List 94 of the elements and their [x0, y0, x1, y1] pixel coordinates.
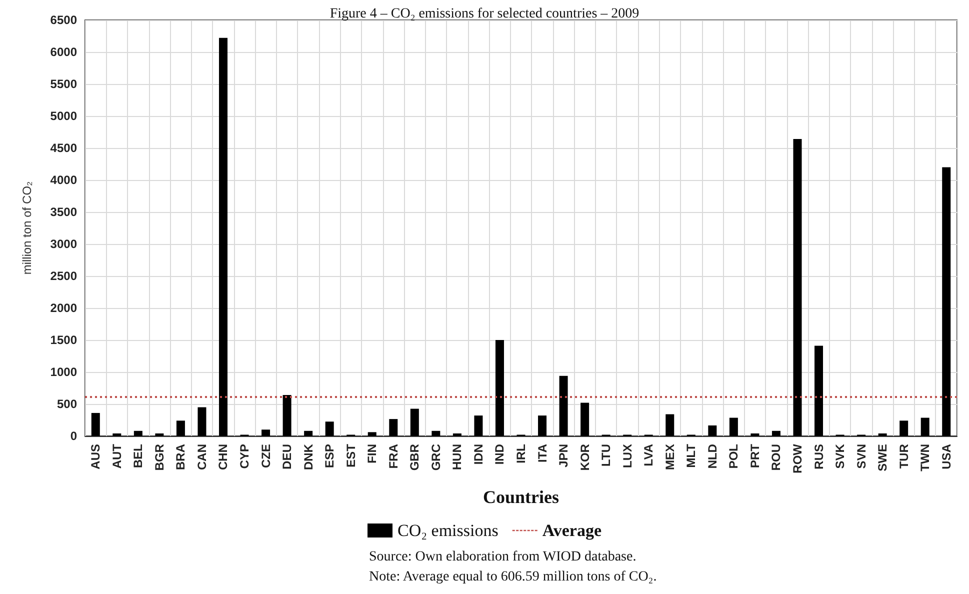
- x-tick-label: GBR: [408, 444, 422, 471]
- bar: [368, 432, 376, 436]
- bar: [814, 346, 824, 436]
- bar: [729, 418, 738, 436]
- x-axis-title: Countries: [483, 487, 559, 507]
- y-tick-label: 2000: [50, 301, 78, 315]
- x-tick-label: HUN: [450, 444, 464, 470]
- bar: [304, 430, 313, 436]
- bar: [452, 433, 462, 436]
- x-tick-label: SVK: [833, 444, 848, 469]
- x-tick-label: FIN: [365, 444, 380, 464]
- bar: [878, 433, 887, 436]
- bar: [495, 340, 504, 436]
- y-tick-label: 500: [56, 397, 78, 411]
- x-tick-label: LTU: [599, 444, 614, 466]
- bar: [580, 402, 590, 436]
- y-tick-label: 0: [70, 429, 78, 443]
- bar: [432, 430, 440, 436]
- bar: [134, 430, 142, 436]
- bar: [262, 430, 270, 436]
- x-tick-label: ROU: [769, 444, 784, 471]
- bar: [155, 433, 164, 436]
- y-tick-label: 6000: [50, 45, 78, 59]
- x-tick-label: AUT: [110, 443, 124, 469]
- x-tick-label: CHN: [216, 444, 230, 470]
- x-tick-label: IRL: [514, 444, 528, 464]
- x-tick-label: USA: [939, 444, 954, 470]
- bar: [772, 430, 780, 436]
- y-tick-label: 3500: [50, 205, 78, 219]
- text: Note: Average equal to 606.59 million tons of CO₂.: [369, 570, 657, 584]
- bar: [538, 416, 547, 436]
- x-tick-label: NLD: [705, 444, 720, 469]
- x-tick-label: CZE: [258, 444, 273, 468]
- y-tick-label: 4000: [50, 173, 78, 187]
- chart-title: Figure 4 – CO₂ emissions for selected countries – 2009: [330, 6, 640, 22]
- bar: [218, 38, 228, 436]
- y-tick-label: 5500: [50, 77, 78, 91]
- bar: [325, 422, 334, 436]
- bar: [91, 412, 100, 436]
- bar: [112, 433, 122, 436]
- x-tick-label: JPN: [556, 444, 571, 468]
- y-tick-label: 3000: [50, 237, 78, 251]
- bar: [666, 414, 674, 436]
- legend-label: CO₂ emissions: [397, 521, 498, 540]
- x-tick-label: RUS: [812, 444, 826, 470]
- bar: [559, 376, 568, 436]
- x-tick-label: MEX: [662, 444, 677, 470]
- source-note: Source: Own elaboration from WIOD database.: [369, 550, 636, 564]
- x-tick-label: SVN: [854, 444, 868, 469]
- x-tick-label: SWE: [876, 444, 890, 472]
- y-tick-label: 1500: [50, 333, 78, 347]
- bar: [942, 167, 951, 436]
- x-tick-label: POL: [726, 444, 741, 469]
- bar: [176, 420, 185, 436]
- bar: [793, 139, 802, 436]
- x-tick-label: IDN: [471, 444, 486, 465]
- x-tick-label: BGR: [152, 444, 166, 471]
- x-tick-label: AUS: [88, 444, 103, 470]
- y-axis-title: million ton of CO₂: [20, 180, 34, 275]
- x-tick-label: LUX: [620, 444, 634, 468]
- x-tick-label: BEL: [131, 444, 146, 468]
- x-tick-label: LVA: [642, 444, 656, 466]
- y-tick-label: 6500: [50, 13, 78, 27]
- x-tick-label: PRT: [748, 443, 762, 468]
- bar: [389, 419, 398, 436]
- x-tick-label: TUR: [896, 444, 911, 469]
- x-tick-label: FRA: [386, 444, 400, 469]
- bar: [282, 395, 292, 436]
- bar: [900, 420, 908, 436]
- x-tick-label: MLT: [684, 443, 698, 468]
- legend-label: Average: [542, 521, 602, 540]
- bar: [750, 433, 760, 436]
- x-tick-label: DNK: [301, 444, 316, 470]
- y-tick-label: 2500: [50, 269, 78, 283]
- x-tick-label: BRA: [174, 444, 188, 470]
- bar: [708, 425, 717, 436]
- y-tick-label: 5000: [50, 109, 78, 123]
- x-tick-label: TWN: [918, 444, 932, 472]
- y-tick-label: 1000: [50, 365, 78, 379]
- bar: [410, 408, 419, 436]
- bar: [198, 407, 206, 436]
- x-tick-label: CAN: [194, 444, 209, 470]
- x-tick-label: DEU: [280, 444, 294, 470]
- x-tick-label: ROW: [790, 443, 804, 474]
- x-tick-label: CYP: [238, 444, 252, 469]
- x-tick-label: IND: [492, 444, 507, 465]
- x-tick-label: EST: [344, 443, 358, 468]
- y-tick-label: 4500: [50, 141, 78, 155]
- x-tick-label: ITA: [535, 444, 550, 462]
- x-tick-label: ESP: [322, 444, 337, 468]
- x-tick-label: KOR: [578, 444, 592, 471]
- x-tick-label: GRC: [428, 444, 443, 471]
- bar: [474, 416, 483, 436]
- bar: [920, 418, 930, 436]
